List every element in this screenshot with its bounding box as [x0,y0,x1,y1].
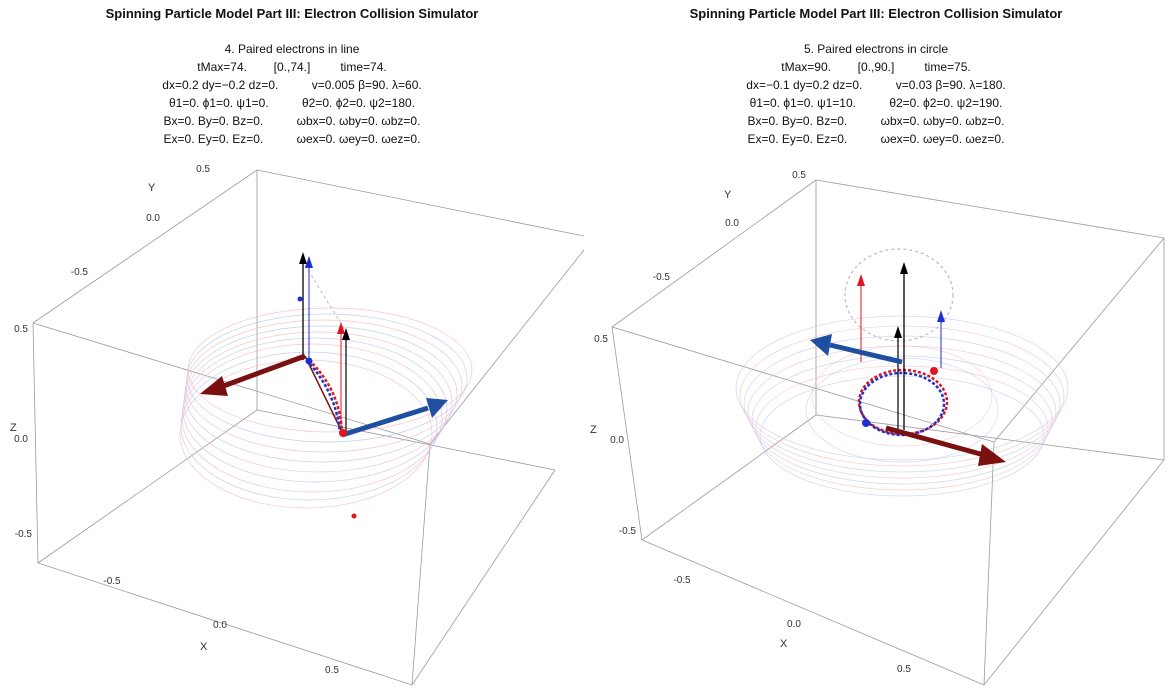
right-z-tick-1: 0.5 [594,334,608,345]
left-z-tick-3: -0.5 [15,529,33,540]
left-y-tick-1: 0.5 [196,164,210,175]
left-z-tick-1: 0.5 [14,324,28,335]
left-dotted-guide [304,264,346,331]
left-param-row-3: θ1=0. ϕ1=0. ψ1=0. θ2=0. ϕ2=0. ψ2=180. [168,96,416,110]
right-subtitle: 5. Paired electrons in circle [803,42,949,56]
left-black-arrowhead [299,252,307,264]
right-y-tick-3: -0.5 [653,272,671,283]
right-x-tick-1: -0.5 [673,575,691,586]
left-axis-arrows [299,252,350,432]
right-parameters: 5. Paired electrons in circle tMax=90. [… [584,40,1168,148]
left-y-tick-3: -0.5 [71,267,89,278]
left-blue-path [309,363,342,433]
right-param-row-1: tMax=90. [0.,90.] time=75. [781,60,971,74]
right-black-arrowhead-2 [894,326,902,338]
left-bounding-box [32,169,584,686]
left-subtitle: 4. Paired electrons in line [224,42,360,56]
right-param-row-3: θ1=0. ϕ1=0. ψ1=10. θ2=0. ϕ2=0. ψ2=190. [749,96,1003,110]
left-x-tick-2: 0.0 [213,620,227,631]
left-electron-ghost-red [351,513,357,519]
right-x-tick-2: 0.0 [787,619,801,630]
right-simulation-panel: 0.5 0.0 -0.5 Y 0.5 0.0 -0.5 Z -0.5 0.0 0… [584,0,1168,691]
left-param-row-1: tMax=74. [0.,74.] time=74. [197,60,387,74]
left-x-tick-3: 0.5 [325,665,339,676]
right-blue-arrowhead [937,310,945,322]
left-panel-title: Spinning Particle Model Part III: Electr… [105,6,479,21]
left-red-spin-arrow [200,353,344,435]
right-x-axis-label: X [780,638,788,650]
left-param-row-4: Bx=0. By=0. Bz=0. ωbx=0. ωby=0. ωbz=0. [163,114,421,128]
left-electron-red[interactable] [339,429,347,437]
left-y-axis-label: Y [148,182,156,194]
left-param-row-2: dx=0.2 dy=−0.2 dz=0. v=0.005 β=90. λ=60. [162,78,422,92]
right-panel-title: Spinning Particle Model Part III: Electr… [689,6,1063,21]
right-x-tick-3: 0.5 [897,664,911,675]
left-parameters: 4. Paired electrons in line tMax=74. [0.… [0,40,584,148]
right-axis-arrows [857,262,945,430]
left-y-tick-2: 0.0 [146,213,160,224]
right-electron-blue[interactable] [862,419,870,427]
right-y-tick-2: 0.0 [725,218,739,229]
left-z-axis-label: Z [10,422,17,434]
left-param-row-5: Ex=0. Ey=0. Ez=0. ωex=0. ωey=0. ωez=0. [163,132,421,146]
left-red-path [308,359,344,433]
left-x-tick-1: -0.5 [103,576,121,587]
right-dotted-ring [844,248,954,342]
left-3d-plot[interactable]: 0.5 0.0 -0.5 Y 0.5 0.0 -0.5 Z -0.5 0.0 0… [0,0,584,691]
right-bounding-box [611,179,1165,686]
right-z-tick-3: -0.5 [619,526,637,537]
left-simulation-panel: 0.5 0.0 -0.5 Y 0.5 0.0 -0.5 Z -0.5 0.0 0… [0,0,584,691]
right-3d-plot[interactable]: 0.5 0.0 -0.5 Y 0.5 0.0 -0.5 Z -0.5 0.0 0… [584,0,1168,691]
left-black-arrowhead-2 [342,328,350,340]
left-x-axis-label: X [200,641,208,653]
left-electron-ghost-blue [297,296,303,302]
left-electron-blue[interactable] [305,357,313,365]
right-blue-spin-arrow [810,334,903,365]
left-trajectory-rings [179,307,473,509]
right-y-tick-1: 0.5 [792,170,806,181]
left-blue-spin-arrow [341,398,448,438]
right-param-row-4: Bx=0. By=0. Bz=0. ωbx=0. ωby=0. ωbz=0. [747,114,1005,128]
right-electron-red[interactable] [930,367,938,375]
right-z-tick-2: 0.0 [610,435,624,446]
right-trajectory-rings [735,315,1069,497]
right-black-arrowhead [900,262,908,274]
right-red-arrowhead [857,274,865,286]
right-red-spin-arrow [885,425,1006,466]
left-red-arrowhead [337,322,345,334]
right-param-row-2: dx=−0.1 dy=0.2 dz=0. v=0.03 β=90. λ=180. [746,78,1006,92]
right-y-axis-label: Y [724,189,732,201]
right-z-axis-label: Z [590,424,597,436]
left-z-tick-2: 0.0 [14,434,28,445]
right-param-row-5: Ex=0. Ey=0. Ez=0. ωex=0. ωey=0. ωez=0. [747,132,1005,146]
left-blue-arrowhead [305,256,313,268]
right-red-circle-path [857,368,949,436]
